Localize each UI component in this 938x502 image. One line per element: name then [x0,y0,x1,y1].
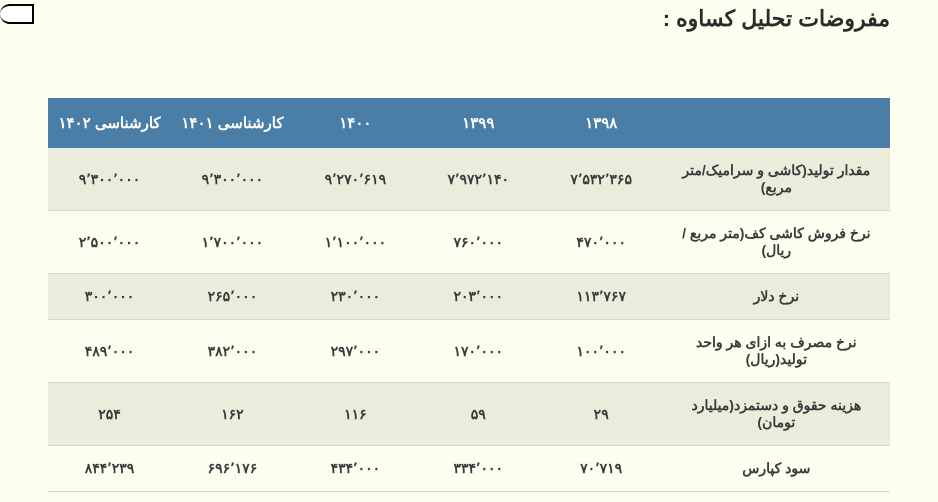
cell: ۱٬۱۰۰٬۰۰۰ [294,211,417,274]
cell: ۲۳۰٬۰۰۰ [294,274,417,320]
col-header-1401: کارشناسی ۱۴۰۱ [171,98,294,148]
cell: ۴۷۰٬۰۰۰ [540,211,663,274]
col-header-label [663,98,890,148]
col-header-1400: ۱۴۰۰ [294,98,417,148]
cell: ۳۸۲٬۰۰۰ [171,320,294,383]
cell: ۳۰۰٬۰۰۰ [48,274,171,320]
cell: ۶۹۶٬۱۷۶ [171,446,294,492]
cell: ۷۶۰٬۰۰۰ [417,211,540,274]
cell: ۲۹ [540,383,663,446]
page-title: مفروضات تحلیل کساوه : [663,6,890,32]
cell: ۹٬۲۷۰٬۶۱۹ [294,148,417,211]
cell: ۱۷۰٬۰۰۰ [417,320,540,383]
cell: ۱۱۶ [294,383,417,446]
cell: ۱٬۷۰۰٬۰۰۰ [171,211,294,274]
cell: ۵۹ [417,383,540,446]
assumptions-table: ۱۳۹۸ ۱۳۹۹ ۱۴۰۰ کارشناسی ۱۴۰۱ کارشناسی ۱۴… [48,98,890,492]
cell: ۷۰٬۷۱۹ [540,446,663,492]
col-header-1402: کارشناسی ۱۴۰۲ [48,98,171,148]
row-label: نرخ مصرف به ازای هر واحد تولید(ریال) [663,320,890,383]
cell: ۹٬۳۰۰٬۰۰۰ [171,148,294,211]
row-label: هزینه حقوق و دستمزد(میلیارد تومان) [663,383,890,446]
table-row: مقدار تولید(کاشی و سرامیک/متر مربع) ۷٬۵۳… [48,148,890,211]
table-row: نرخ مصرف به ازای هر واحد تولید(ریال) ۱۰۰… [48,320,890,383]
table-row: نرخ فروش کاشی کف(متر مربع /ریال) ۴۷۰٬۰۰۰… [48,211,890,274]
cell: ۱۰۰٬۰۰۰ [540,320,663,383]
cell: ۷٬۹۷۲٬۱۴۰ [417,148,540,211]
cell: ۲٬۵۰۰٬۰۰۰ [48,211,171,274]
row-label: سود کپارس [663,446,890,492]
cell: ۹٬۳۰۰٬۰۰۰ [48,148,171,211]
cell: ۴۳۴٬۰۰۰ [294,446,417,492]
table-body: مقدار تولید(کاشی و سرامیک/متر مربع) ۷٬۵۳… [48,148,890,492]
cell: ۲۵۴ [48,383,171,446]
cell: ۱۶۲ [171,383,294,446]
col-header-1399: ۱۳۹۹ [417,98,540,148]
table-row: هزینه حقوق و دستمزد(میلیارد تومان) ۲۹ ۵۹… [48,383,890,446]
cell: ۴۸۹٬۰۰۰ [48,320,171,383]
table-row: سود کپارس ۷۰٬۷۱۹ ۳۳۴٬۰۰۰ ۴۳۴٬۰۰۰ ۶۹۶٬۱۷۶… [48,446,890,492]
cell: ۲۰۳٬۰۰۰ [417,274,540,320]
cell: ۷٬۵۳۲٬۳۶۵ [540,148,663,211]
row-label: نرخ دلار [663,274,890,320]
table-header-row: ۱۳۹۸ ۱۳۹۹ ۱۴۰۰ کارشناسی ۱۴۰۱ کارشناسی ۱۴… [48,98,890,148]
col-header-1398: ۱۳۹۸ [540,98,663,148]
cell: ۲۶۵٬۰۰۰ [171,274,294,320]
row-label: نرخ فروش کاشی کف(متر مربع /ریال) [663,211,890,274]
decorative-pill [0,4,34,24]
cell: ۲۹۷٬۰۰۰ [294,320,417,383]
cell: ۳۳۴٬۰۰۰ [417,446,540,492]
row-label: مقدار تولید(کاشی و سرامیک/متر مربع) [663,148,890,211]
cell: ۸۴۴٬۲۳۹ [48,446,171,492]
table-row: نرخ دلار ۱۱۳٬۷۶۷ ۲۰۳٬۰۰۰ ۲۳۰٬۰۰۰ ۲۶۵٬۰۰۰… [48,274,890,320]
assumptions-table-wrap: ۱۳۹۸ ۱۳۹۹ ۱۴۰۰ کارشناسی ۱۴۰۱ کارشناسی ۱۴… [48,98,890,492]
cell: ۱۱۳٬۷۶۷ [540,274,663,320]
